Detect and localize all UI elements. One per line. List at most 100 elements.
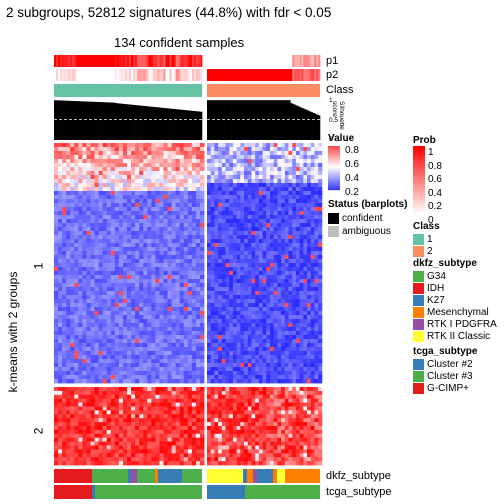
- heatmap-cell: [98, 433, 104, 439]
- heatmap-cell: [244, 295, 249, 300]
- heatmap-cell: [292, 331, 297, 336]
- heatmap-cell: [90, 295, 95, 300]
- heatmap-cell: [266, 143, 271, 148]
- heatmap-cell: [221, 311, 226, 316]
- heatmap-cell: [258, 335, 263, 340]
- heatmap-cell: [102, 371, 108, 376]
- heatmap-cell: [199, 402, 205, 407]
- heatmap-cell: [135, 307, 140, 312]
- heatmap-cell: [314, 327, 319, 332]
- heatmap-cell: [179, 291, 185, 296]
- heatmap-cell: [251, 227, 256, 232]
- heatmap-cell: [214, 143, 219, 148]
- heatmap-cell: [214, 199, 219, 204]
- heatmap-cell: [251, 183, 256, 188]
- heatmap-cell: [135, 171, 140, 176]
- heatmap-cell: [151, 422, 156, 427]
- heatmap-cell: [318, 255, 323, 260]
- heatmap-cell: [159, 191, 164, 196]
- heatmap-cell: [143, 147, 148, 152]
- heatmap-cell: [225, 319, 230, 324]
- heatmap-cell: [262, 291, 267, 296]
- heatmap-cell: [288, 347, 293, 352]
- heatmap-cell: [70, 418, 75, 423]
- heatmap-cell: [273, 163, 278, 168]
- heatmap-cell: [131, 211, 136, 216]
- heatmap-cell: [163, 191, 168, 196]
- heatmap-cell: [288, 247, 293, 252]
- heatmap-cell: [131, 433, 136, 439]
- p2-cell: [70, 69, 73, 81]
- heatmap-cell: [78, 219, 83, 224]
- heatmap-cell: [98, 359, 104, 364]
- heatmap-cell: [292, 203, 297, 208]
- heatmap-cell: [147, 183, 152, 188]
- heatmap-cell: [221, 271, 226, 276]
- heatmap-cell: [207, 295, 212, 300]
- heatmap-cell: [86, 457, 91, 462]
- heatmap-cell: [195, 414, 201, 419]
- heatmap-cell: [118, 231, 124, 236]
- heatmap-cell: [195, 207, 201, 212]
- heatmap-cell: [244, 343, 249, 348]
- heatmap-cell: [159, 315, 164, 320]
- heatmap-cell: [114, 437, 120, 442]
- p2-cell: [84, 69, 87, 81]
- heatmap-cell: [207, 259, 212, 264]
- heatmap-cell: [266, 243, 271, 248]
- heatmap-cell: [281, 283, 286, 288]
- heatmap-cell: [236, 179, 241, 184]
- heatmap-cell: [139, 219, 144, 224]
- heatmap-cell: [159, 445, 164, 450]
- heatmap-cell: [163, 410, 168, 415]
- heatmap-cell: [187, 231, 193, 236]
- heatmap-cell: [147, 414, 152, 419]
- heatmap-cell: [78, 227, 83, 232]
- heatmap-cell: [155, 259, 160, 264]
- heatmap-cell: [70, 406, 75, 411]
- heatmap-cell: [218, 203, 223, 208]
- heatmap-cell: [191, 191, 197, 196]
- heatmap-cell: [269, 327, 275, 332]
- heatmap-cell: [163, 429, 168, 435]
- heatmap-cell: [167, 379, 172, 384]
- heatmap-cell: [307, 287, 312, 292]
- heatmap-cell: [70, 291, 75, 296]
- heatmap-cell: [110, 441, 116, 446]
- heatmap-cell: [135, 227, 140, 232]
- heatmap-cell: [175, 379, 181, 384]
- heatmap-cell: [90, 163, 95, 168]
- heatmap-cell: [139, 299, 144, 304]
- heatmap-cell: [225, 143, 230, 148]
- p1-cell: [177, 55, 181, 67]
- heatmap-cell: [167, 151, 172, 156]
- silhouette-bar: [139, 105, 142, 140]
- heatmap-cell: [187, 315, 193, 320]
- heatmap-cell: [159, 422, 164, 427]
- heatmap-cell: [118, 215, 124, 220]
- heatmap-cell: [155, 287, 160, 292]
- heatmap-cell: [102, 175, 108, 180]
- heatmap-cell: [288, 191, 293, 196]
- heatmap-cell: [295, 195, 301, 200]
- heatmap-cell: [66, 239, 71, 244]
- heatmap-cell: [70, 175, 75, 180]
- heatmap-cell: [232, 171, 238, 176]
- heatmap-cell: [171, 323, 177, 328]
- heatmap-cell: [210, 263, 215, 268]
- heatmap-cell: [183, 255, 189, 260]
- heatmap-cell: [314, 159, 319, 164]
- heatmap-cell: [151, 390, 156, 396]
- p2-cell: [56, 69, 59, 81]
- p2-cell: [143, 69, 146, 81]
- heatmap-cell: [58, 203, 63, 208]
- heatmap-cell: [229, 275, 234, 280]
- heatmap-cell: [78, 267, 83, 272]
- heatmap-cell: [314, 227, 319, 232]
- heatmap-cell: [284, 199, 289, 204]
- heatmap-cell: [86, 453, 91, 458]
- heatmap-cell: [70, 445, 75, 450]
- heatmap-cell: [82, 163, 87, 168]
- heatmap-cell: [229, 187, 234, 192]
- heatmap-cell: [147, 323, 152, 328]
